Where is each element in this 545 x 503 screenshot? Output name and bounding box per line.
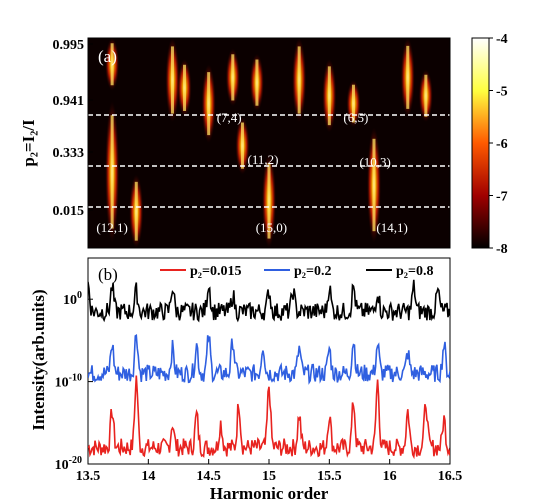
y-axis-ticks: 100 10-10 10-20 bbox=[55, 290, 93, 473]
heatmap-y-axis-title: p₂=I₂/I bbox=[19, 119, 38, 167]
heatmap-ytick-label-1: 0.941 bbox=[53, 94, 85, 109]
annotation-6: (14,1) bbox=[376, 220, 407, 235]
colorbar-ticks: -4 -5 -6 -7 -8 bbox=[489, 32, 508, 257]
legend: p₂=0.015 p₂=0.2 p₂=0.8 bbox=[160, 264, 433, 279]
heatmap-ytick-label-0: 0.995 bbox=[53, 38, 85, 53]
legend-label-2: p₂=0.8 bbox=[396, 264, 433, 279]
heatmap-annotations: (12,1) (7,4) (11,2) (15,0) (6,5) (10,3) (14,1) bbox=[96, 110, 407, 235]
ytick-label-2: 10-20 bbox=[55, 455, 82, 473]
line-xlabel: Harmonic order bbox=[210, 484, 329, 503]
heatmap-peak-core-0-1 bbox=[110, 115, 114, 229]
heatmap-peak-core-12-0 bbox=[372, 138, 376, 232]
heatmap-y-ticks: 0.995 0.941 0.333 0.015 bbox=[53, 38, 93, 219]
line-ylabel: Intensity(arb.units) bbox=[29, 289, 48, 430]
heatmap-panel: (12,1) (7,4) (11,2) (15,0) (6,5) (10,3) (14,1)… bbox=[53, 37, 451, 249]
xtick-label-2: 14.5 bbox=[196, 469, 221, 484]
line-plot-area bbox=[87, 257, 451, 465]
xtick-label-6: 16.5 bbox=[438, 469, 463, 484]
heatmap-peak-core-11-0 bbox=[351, 84, 355, 123]
heatmap-peak-core-10-0 bbox=[327, 66, 331, 126]
line-series-group bbox=[88, 279, 450, 460]
heatmap-peak-core-9-0 bbox=[297, 46, 301, 114]
heatmap-frame bbox=[87, 37, 451, 249]
colorbar-tick-label-2: -6 bbox=[496, 137, 508, 152]
heatmap-ytick-label-3: 0.015 bbox=[53, 204, 85, 219]
xtick-label-3: 15 bbox=[262, 469, 276, 484]
heatmap-peak-core-14-0 bbox=[424, 74, 428, 117]
heatmap-marks bbox=[105, 38, 433, 248]
heatmap-peak-core-5-0 bbox=[231, 54, 235, 101]
annotation-4: (6,5) bbox=[343, 110, 368, 125]
heatmap-peak-core-8-0 bbox=[267, 162, 271, 239]
heatmap-peak-core-2-0 bbox=[170, 46, 174, 114]
legend-label-1: p₂=0.2 bbox=[294, 264, 331, 279]
heatmap-peak-core-3-0 bbox=[183, 64, 187, 111]
colorbar-tick-label-0: -4 bbox=[496, 32, 508, 47]
colorbar-tick-label-4: -8 bbox=[496, 242, 508, 257]
heatmap-peak-core-6-0 bbox=[240, 122, 244, 169]
annotation-5: (10,3) bbox=[359, 154, 390, 169]
colorbar-gradient bbox=[471, 37, 490, 249]
series-line-2 bbox=[88, 279, 450, 323]
x-axis-ticks: 13.5 14 14.5 15 15.5 16 16.5 bbox=[76, 459, 463, 484]
colorbar: -4 -5 -6 -7 -8 bbox=[471, 32, 508, 257]
heatmap-peak-core-0-0 bbox=[110, 43, 114, 86]
line-y-axis-title: Intensity(arb.units) bbox=[29, 289, 48, 430]
annotation-0: (12,1) bbox=[96, 220, 127, 235]
heatmap-peak-core-13-0 bbox=[406, 45, 410, 109]
annotation-3: (15,0) bbox=[256, 220, 287, 235]
xtick-label-4: 15.5 bbox=[317, 469, 342, 484]
heatmap-ylabel: p₂=I₂/I bbox=[19, 119, 38, 167]
ytick-label-1: 10-10 bbox=[55, 373, 82, 391]
ytick-label-0: 100 bbox=[63, 290, 82, 308]
colorbar-tick-label-1: -5 bbox=[496, 85, 508, 100]
legend-label-0: p₂=0.015 bbox=[190, 264, 241, 279]
xtick-label-0: 13.5 bbox=[76, 469, 101, 484]
series-line-1 bbox=[88, 334, 450, 385]
heatmap-peak-core-1-0 bbox=[134, 181, 138, 241]
heatmap-ytick-label-2: 0.333 bbox=[53, 146, 85, 161]
colorbar-tick-label-3: -7 bbox=[496, 190, 508, 205]
xtick-label-5: 16 bbox=[383, 469, 397, 484]
xtick-label-1: 14 bbox=[141, 469, 155, 484]
heatmap-peak-core-4-0 bbox=[207, 72, 211, 136]
annotation-1: (7,4) bbox=[217, 110, 242, 125]
panel-a-label: (a) bbox=[98, 47, 117, 66]
heatmap-dashed-lines bbox=[88, 114, 450, 208]
panel-b-label: (b) bbox=[98, 265, 118, 284]
line-panel: (b) p₂=0.015 p₂=0.2 p₂=0.8 13.5 14 14.5 15 15.… bbox=[55, 257, 463, 484]
heatmap-peak-core-7-0 bbox=[255, 59, 259, 106]
annotation-2: (11,2) bbox=[247, 152, 278, 167]
series-line-0 bbox=[88, 375, 450, 460]
